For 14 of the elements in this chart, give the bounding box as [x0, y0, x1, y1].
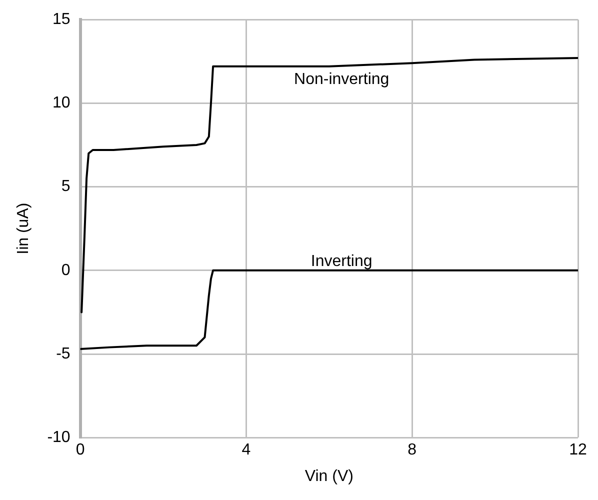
- y-tick-label: 5: [61, 178, 70, 196]
- y-tick-label: 0: [61, 262, 70, 279]
- y-tick-label: -10: [47, 429, 70, 446]
- series-label: Inverting: [310, 252, 372, 270]
- y-tick-label: 10: [52, 94, 70, 112]
- x-axis-title: Vin (V): [304, 468, 354, 485]
- y-tick-label: 15: [52, 11, 70, 28]
- x-tick-label: 12: [569, 442, 587, 459]
- series-label: Non-inverting: [294, 70, 390, 88]
- x-tick-label: 0: [76, 442, 85, 459]
- y-tick-label: -5: [56, 345, 70, 362]
- y-axis-title: Iin (uA): [15, 202, 32, 254]
- x-tick-label: 4: [242, 442, 251, 459]
- x-tick-label: 8: [408, 442, 417, 459]
